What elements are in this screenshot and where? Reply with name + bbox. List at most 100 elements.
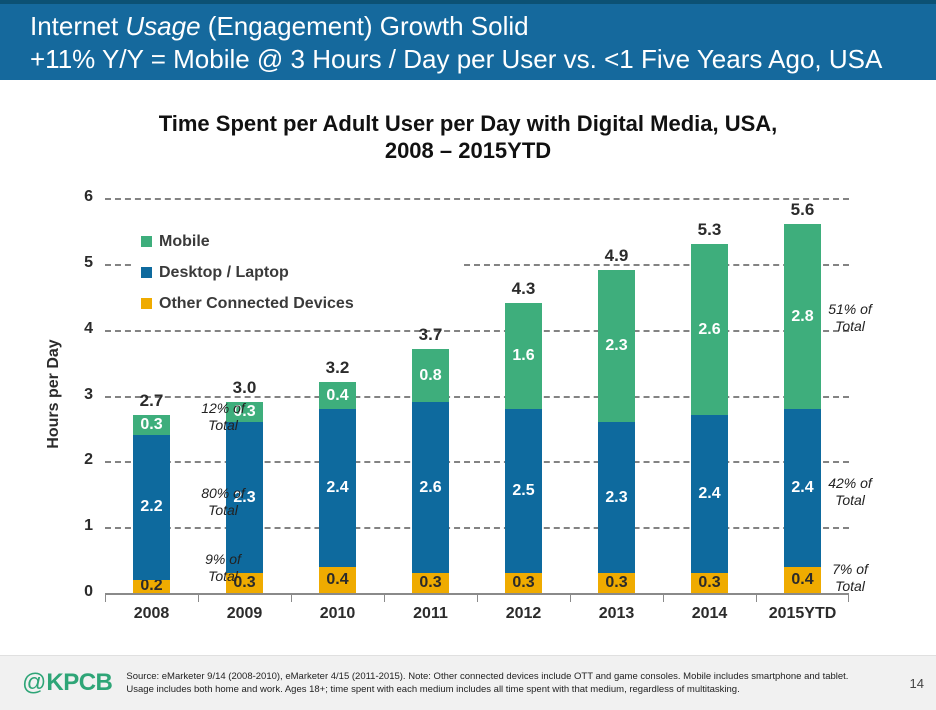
bar-segment-other-connected-devices: 0.3 — [505, 573, 542, 593]
x-axis-label-2008: 2008 — [133, 605, 170, 622]
x-axis-tick — [384, 595, 385, 602]
source-note: Source: eMarketer 9/14 (2008-2010), eMar… — [126, 671, 849, 695]
segment-value-label: 0.2 — [140, 577, 163, 595]
y-tick-label-3: 3 — [84, 385, 93, 403]
kpcb-logo: @KPCB — [22, 669, 113, 697]
x-axis-tick — [291, 595, 292, 602]
bar-segment-mobile: 0.8 — [412, 349, 449, 403]
chart-title-line-2: 2008 – 2015YTD — [384, 138, 552, 163]
x-axis-label-2015YTD: 2015YTD — [768, 605, 837, 622]
bar-segment-desktop-laptop: 2.2 — [133, 435, 170, 580]
bar-segment-mobile: 0.4 — [319, 382, 356, 409]
annotation-left-0: 12% of Total — [201, 400, 245, 433]
bar-segment-desktop-laptop: 2.6 — [412, 402, 449, 574]
legend-swatch-icon — [141, 236, 152, 247]
segment-value-label: 2.4 — [791, 478, 814, 496]
legend-label: Mobile — [159, 232, 210, 250]
total-label-2015YTD: 5.6 — [790, 200, 815, 220]
total-label-2014: 5.3 — [697, 220, 722, 240]
bar-segment-other-connected-devices: 0.3 — [226, 573, 263, 593]
segment-value-label: 0.3 — [140, 416, 163, 434]
header-line-2: +11% Y/Y = Mobile @ 3 Hours / Day per Us… — [30, 44, 883, 74]
bar-segment-desktop-laptop: 2.4 — [784, 408, 821, 567]
y-tick-label-0: 0 — [84, 583, 93, 600]
total-label-2011: 3.7 — [418, 325, 443, 345]
header-line1-pre: Internet — [30, 11, 126, 41]
gridline-6 — [105, 198, 849, 200]
bar-segment-mobile: 2.6 — [691, 244, 728, 416]
segment-value-label: 0.4 — [326, 570, 349, 588]
segment-value-label: 2.3 — [233, 488, 256, 506]
x-axis-tick — [756, 595, 757, 602]
legend-item-other-connected-devices: Other Connected Devices — [133, 288, 463, 319]
total-label-2012: 4.3 — [511, 279, 536, 299]
x-axis-tick — [477, 595, 478, 602]
legend-item-mobile: Mobile — [133, 226, 463, 257]
bar-segment-mobile: 0.3 — [133, 415, 170, 435]
plot-area: 0.2 2.2 0.3 2008 0.3 2.3 0.3 2009 0.4 2.4 0.4 2010 0… — [105, 198, 849, 622]
legend-item-desktop-laptop: Desktop / Laptop — [133, 257, 463, 288]
footer-bar: @KPCB Source: eMarketer 9/14 (2008-2010)… — [0, 655, 936, 710]
segment-value-label: 2.5 — [512, 481, 535, 499]
x-axis-tick — [663, 595, 664, 602]
segment-value-label: 0.3 — [419, 574, 442, 592]
bar-segment-other-connected-devices: 0.4 — [319, 566, 356, 593]
segment-value-label: 0.4 — [791, 570, 814, 588]
segment-value-label: 2.2 — [140, 498, 163, 516]
segment-value-label: 2.8 — [791, 307, 814, 325]
annotation-left-1: 80% of Total — [201, 485, 245, 518]
bar-segment-mobile: 2.8 — [784, 224, 821, 409]
legend-swatch-icon — [141, 267, 152, 278]
x-axis-label-2010: 2010 — [319, 605, 356, 622]
y-tick-label-1: 1 — [84, 517, 93, 535]
x-axis-label-2013: 2013 — [598, 605, 635, 622]
x-axis-tick — [105, 595, 106, 602]
legend-label: Desktop / Laptop — [159, 263, 289, 281]
bar-segment-desktop-laptop: 2.3 — [226, 421, 263, 574]
segment-value-label: 2.4 — [326, 478, 349, 496]
y-tick-label-6: 6 — [84, 188, 93, 205]
gridline-2 — [105, 461, 849, 464]
chart-legend: Mobile Desktop / Laptop Other Connected De… — [133, 222, 463, 323]
x-axis-label-2009: 2009 — [226, 605, 263, 622]
x-axis-tick — [570, 595, 571, 602]
kpcb-logo-at: @ — [22, 669, 47, 696]
header-line1-italic: Usage — [125, 11, 201, 41]
segment-value-label: 0.3 — [233, 402, 256, 420]
bar-segment-desktop-laptop: 2.5 — [505, 408, 542, 574]
bar-2013: 0.3 2.3 2.3 — [598, 270, 635, 593]
segment-value-label: 0.8 — [419, 366, 442, 384]
x-axis-label-2012: 2012 — [505, 605, 542, 622]
segment-value-label: 0.3 — [512, 574, 535, 592]
bar-segment-desktop-laptop: 2.3 — [598, 421, 635, 574]
segment-value-label: 2.4 — [698, 485, 721, 503]
total-label-2008: 2.7 — [139, 391, 164, 411]
bar-segment-desktop-laptop: 2.4 — [319, 408, 356, 567]
bar-segment-desktop-laptop: 2.4 — [691, 415, 728, 574]
segment-value-label: 0.3 — [605, 574, 628, 592]
x-axis-tick — [848, 595, 849, 602]
bar-2012: 0.3 2.5 1.6 — [505, 303, 542, 593]
page-number: 14 — [909, 675, 924, 691]
bar-segment-other-connected-devices: 0.2 — [133, 577, 170, 595]
segment-value-label: 1.6 — [512, 347, 535, 364]
chart-title: Time Spent per Adult User per Day with D… — [0, 110, 936, 164]
y-tick-label-2: 2 — [84, 451, 93, 469]
segment-value-label: 2.3 — [605, 488, 628, 506]
bar-2014: 0.3 2.4 2.6 — [691, 244, 728, 593]
bar-segment-other-connected-devices: 0.3 — [412, 573, 449, 593]
segment-value-label: 0.3 — [698, 574, 721, 592]
annotation-left-2: 9% of Total — [205, 551, 241, 584]
legend-swatch-icon — [141, 298, 152, 309]
bar-segment-other-connected-devices: 0.3 — [691, 573, 728, 593]
gridline-1 — [105, 527, 849, 530]
bar-segment-other-connected-devices: 0.3 — [598, 573, 635, 593]
bar-segment-other-connected-devices: 0.4 — [784, 566, 821, 593]
bar-segment-mobile: 0.3 — [226, 402, 263, 422]
chart-title-line-1: Time Spent per Adult User per Day with D… — [158, 111, 778, 136]
segment-value-label: 0.4 — [326, 386, 349, 404]
bar-2008: 0.2 2.2 0.3 — [133, 415, 170, 595]
x-axis-tick — [198, 595, 199, 602]
total-label-2013: 4.9 — [604, 246, 629, 266]
